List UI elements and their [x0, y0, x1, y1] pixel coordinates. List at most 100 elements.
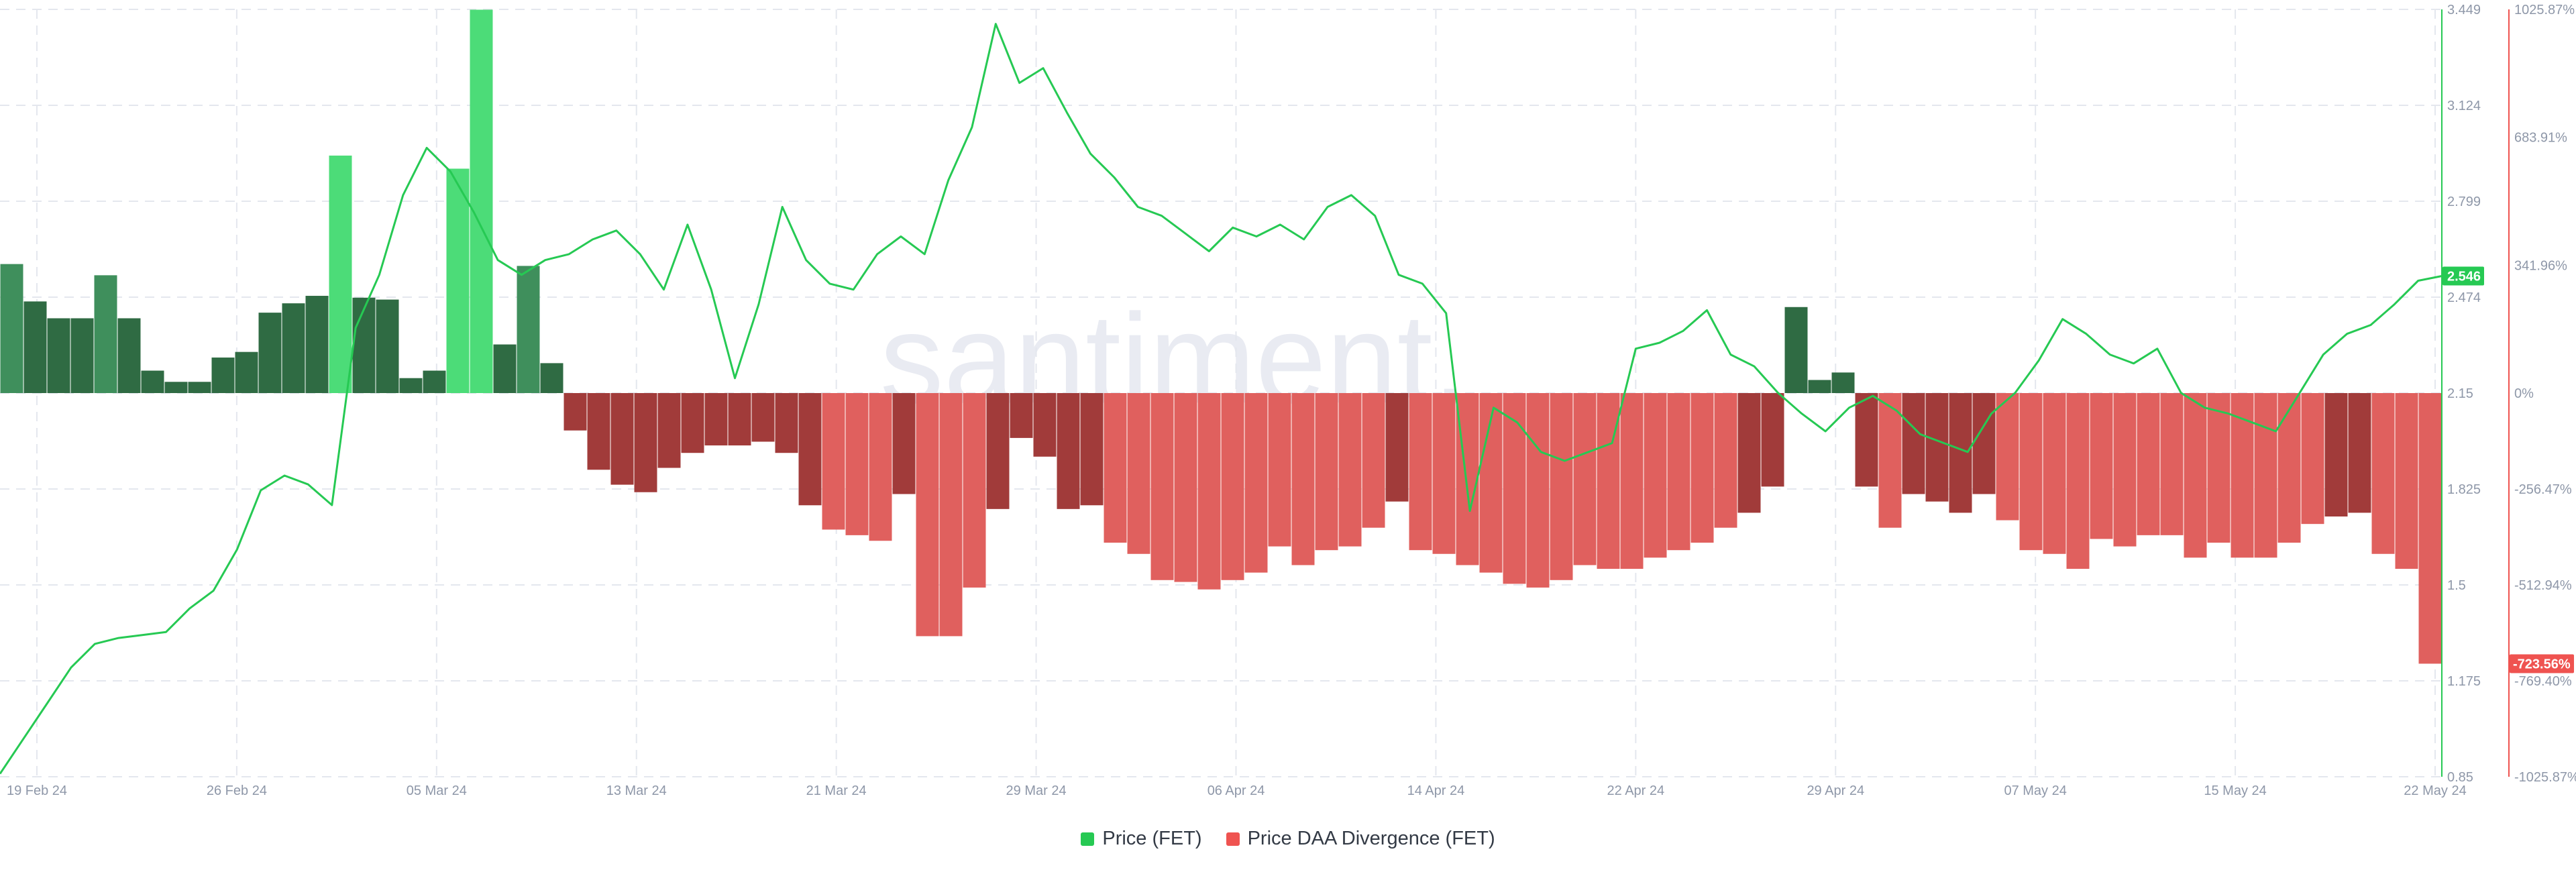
divergence-bar	[1972, 393, 1996, 494]
divergence-bar	[1996, 393, 2019, 521]
divergence-bar	[1104, 393, 1127, 543]
divergence-bar	[117, 318, 141, 393]
last-price-tag	[2443, 266, 2484, 286]
divergence-bar	[70, 318, 94, 393]
divergence-bar	[1737, 393, 1761, 513]
divergence-bar	[258, 313, 282, 393]
last-divergence-tag	[2510, 654, 2574, 673]
x-tick-label: 19 Feb 24	[7, 783, 67, 798]
divergence-bar	[1573, 393, 1597, 565]
divergence-bar	[188, 382, 211, 393]
divergence-tick-label: 341.96%	[2514, 258, 2567, 273]
divergence-bar	[610, 393, 634, 485]
divergence-bar	[2301, 393, 2324, 525]
divergence-bar	[305, 296, 329, 393]
last-price-label: 2.546	[2447, 269, 2481, 284]
divergence-bar	[1315, 393, 1338, 551]
divergence-bar	[1949, 393, 1972, 513]
legend: Price (FET) Price DAA Divergence (FET)	[0, 828, 2576, 850]
divergence-tick-label: -769.40%	[2514, 674, 2572, 689]
divergence-bar	[1597, 393, 1620, 569]
price-tick-label: 1.5	[2447, 578, 2466, 593]
divergence-bar	[822, 393, 845, 530]
divergence-bar	[470, 9, 493, 393]
divergence-bar	[1033, 393, 1057, 457]
price-tick-label: 1.825	[2447, 482, 2481, 497]
divergence-bar	[1761, 393, 1784, 487]
price-tick-label: 2.799	[2447, 195, 2481, 209]
divergence-bar	[446, 168, 470, 393]
x-tick-label: 21 Mar 24	[806, 783, 867, 798]
x-tick-label: 22 May 24	[2404, 783, 2466, 798]
last-divergence-label: -723.56%	[2513, 657, 2571, 671]
divergence-bar	[775, 393, 798, 453]
divergence-bar	[141, 370, 164, 393]
divergence-bar	[2207, 393, 2231, 543]
legend-item-price[interactable]: Price (FET)	[1081, 828, 1202, 850]
legend-swatch-price	[1081, 832, 1095, 846]
divergence-bar	[1221, 393, 1244, 580]
divergence-bar	[1550, 393, 1573, 580]
divergence-bar	[1784, 307, 1808, 393]
divergence-bar	[1057, 393, 1080, 509]
divergence-bar	[751, 393, 775, 442]
divergence-bar	[1362, 393, 1385, 528]
divergence-bar	[540, 363, 564, 393]
divergence-bar	[1197, 393, 1221, 590]
divergence-bar	[23, 301, 47, 393]
divergence-tick-label: 1025.87%	[2514, 3, 2575, 17]
divergence-bar	[587, 393, 610, 470]
divergence-bar	[1667, 393, 1690, 551]
divergence-bar	[1855, 393, 1878, 487]
divergence-bar	[329, 155, 352, 393]
price-tick-label: 0.85	[2447, 770, 2473, 785]
x-tick-label: 26 Feb 24	[207, 783, 267, 798]
divergence-tick-label: -1025.87%	[2514, 770, 2576, 785]
legend-item-divergence[interactable]: Price DAA Divergence (FET)	[1226, 828, 1495, 850]
divergence-bar	[2066, 393, 2090, 569]
divergence-bar	[2113, 393, 2137, 547]
divergence-bar	[2231, 393, 2254, 558]
divergence-bar	[1902, 393, 1925, 494]
divergence-bar	[2277, 393, 2301, 543]
divergence-tick-label: 683.91%	[2514, 131, 2567, 146]
divergence-bar	[1690, 393, 1714, 543]
divergence-bar	[1503, 393, 1526, 584]
divergence-bar	[1808, 380, 1831, 393]
x-tick-label: 29 Apr 24	[1807, 783, 1864, 798]
legend-label-divergence: Price DAA Divergence (FET)	[1247, 828, 1495, 849]
divergence-tick-label: -256.47%	[2514, 482, 2572, 497]
divergence-bar	[963, 393, 986, 588]
divergence-bar	[47, 318, 70, 393]
divergence-bar	[282, 303, 305, 393]
divergence-bar	[986, 393, 1010, 509]
divergence-bar	[423, 370, 446, 393]
divergence-bar	[2090, 393, 2113, 539]
divergence-bar	[892, 393, 916, 494]
price-tick-label: 1.175	[2447, 674, 2481, 689]
divergence-bar	[845, 393, 869, 535]
divergence-bar	[517, 266, 540, 393]
divergence-bar	[493, 344, 517, 393]
divergence-bar	[1291, 393, 1315, 565]
divergence-bar	[1338, 393, 1362, 547]
divergence-bar	[0, 264, 23, 393]
divergence-bar	[1174, 393, 1197, 582]
legend-label-price: Price (FET)	[1102, 828, 1202, 849]
price-tick-label: 3.124	[2447, 99, 2481, 113]
divergence-bar	[1244, 393, 1268, 573]
x-tick-label: 14 Apr 24	[1407, 783, 1465, 798]
divergence-bar	[2395, 393, 2418, 569]
divergence-bar	[1526, 393, 1550, 588]
x-tick-label: 05 Mar 24	[407, 783, 467, 798]
divergence-bar	[1432, 393, 1456, 554]
divergence-bar	[1268, 393, 1291, 547]
x-tick-label: 22 Apr 24	[1607, 783, 1665, 798]
price-line	[0, 23, 2443, 775]
divergence-tick-label: 0%	[2514, 386, 2534, 401]
divergence-bar	[1714, 393, 1737, 528]
divergence-bar	[2160, 393, 2184, 535]
divergence-bar	[1127, 393, 1150, 554]
x-tick-label: 07 May 24	[2004, 783, 2066, 798]
